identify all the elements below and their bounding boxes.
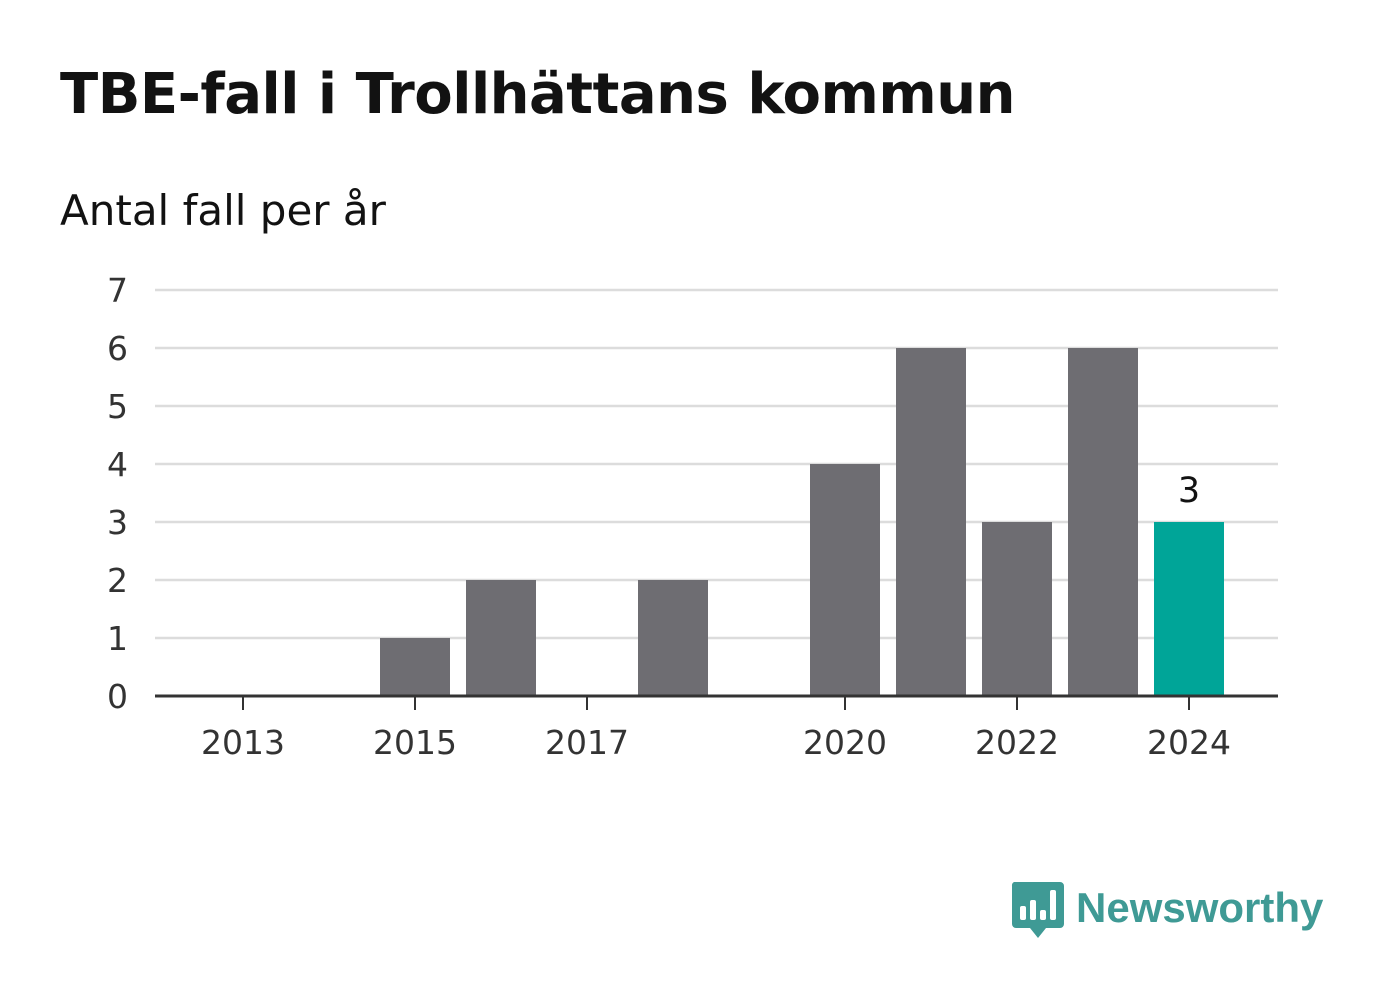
data-label: 3 [1178,471,1200,511]
newsworthy-logo-icon [1011,882,1064,938]
labels: 0 1 2 3 4 5 6 7 2013 2015 2017 2020 2022 2024 3 [107,271,1231,762]
x-tick-label: 2024 [1147,723,1231,762]
y-tick-label: 4 [107,445,128,484]
bar [810,464,880,696]
bar-highlight [1154,522,1224,696]
y-tick-label: 6 [107,329,128,368]
axes [155,694,1278,710]
brand-name: Newsworthy [1076,884,1324,931]
chart-subtitle: Antal fall per år [60,186,386,235]
bar [1068,348,1138,696]
bars [380,348,1224,696]
bar [896,348,966,696]
y-tick-label: 7 [107,271,128,310]
y-tick-label: 2 [107,561,128,600]
bar [638,580,708,696]
bar [380,638,450,696]
chart-title: TBE-fall i Trollhättans kommun [60,62,1015,127]
y-tick-label: 3 [107,503,128,542]
x-tick-label: 2017 [545,723,629,762]
x-tick-label: 2015 [373,723,457,762]
y-tick-label: 0 [107,677,128,716]
brand-logo: Newsworthy [1010,876,1323,940]
bar [982,522,1052,696]
y-tick-label: 1 [107,619,128,658]
x-tick-label: 2022 [975,723,1059,762]
x-tick-label: 2013 [201,723,285,762]
x-tick-label: 2020 [803,723,887,762]
bar [466,580,536,696]
y-tick-label: 5 [107,387,128,426]
